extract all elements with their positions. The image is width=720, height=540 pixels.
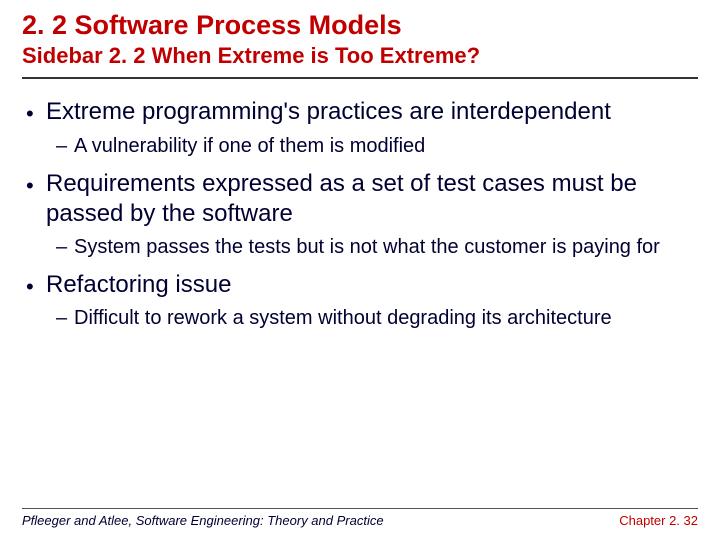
divider-top [22,77,698,79]
dash-marker: – [56,134,74,159]
sub-bullet-text: Difficult to rework a system without deg… [74,306,698,331]
bullet-marker: • [22,97,46,128]
sub-bullet-item: – System passes the tests but is not wha… [56,235,698,260]
slide-content: • Extreme programming's practices are in… [22,97,698,331]
slide-footer: Pfleeger and Atlee, Software Engineering… [22,508,698,528]
bullet-item: • Refactoring issue [22,270,698,301]
bullet-marker: • [22,270,46,301]
divider-bottom [22,508,698,509]
sub-bullet-item: – Difficult to rework a system without d… [56,306,698,331]
slide-subtitle: Sidebar 2. 2 When Extreme is Too Extreme… [22,43,698,69]
sub-bullet-text: System passes the tests but is not what … [74,235,698,260]
dash-marker: – [56,235,74,260]
bullet-item: • Requirements expressed as a set of tes… [22,169,698,229]
bullet-text: Requirements expressed as a set of test … [46,169,698,229]
sub-bullet-item: – A vulnerability if one of them is modi… [56,134,698,159]
footer-chapter: Chapter 2. 32 [619,513,698,528]
bullet-item: • Extreme programming's practices are in… [22,97,698,128]
dash-marker: – [56,306,74,331]
slide-title: 2. 2 Software Process Models [22,10,698,41]
bullet-text: Extreme programming's practices are inte… [46,97,698,127]
bullet-text: Refactoring issue [46,270,698,300]
bullet-marker: • [22,169,46,200]
footer-citation: Pfleeger and Atlee, Software Engineering… [22,513,384,528]
sub-bullet-text: A vulnerability if one of them is modifi… [74,134,698,159]
